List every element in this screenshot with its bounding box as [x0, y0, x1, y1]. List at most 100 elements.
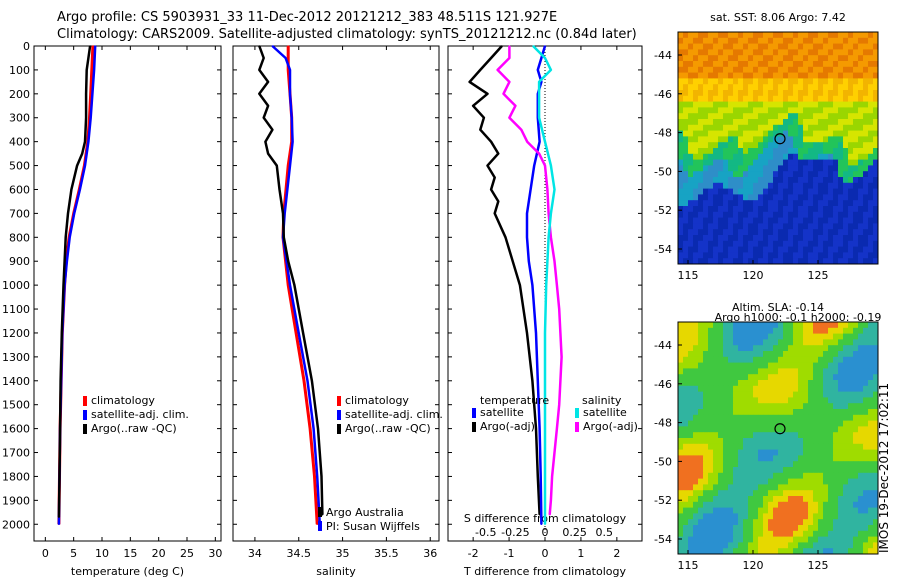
sst-map-cell	[748, 240, 754, 247]
sst-map-cell	[783, 252, 789, 259]
sst-map-cell	[843, 159, 849, 166]
sla-map-xtick-label: 125	[808, 559, 829, 572]
sst-map-cell	[708, 124, 714, 131]
sst-map-cell	[778, 90, 784, 97]
sst-map-cell	[793, 37, 799, 44]
sla-map-cell	[723, 449, 729, 456]
sla-map-cell	[788, 327, 794, 334]
sst-map-cell	[683, 171, 689, 178]
sst-map-cell	[718, 78, 724, 85]
sst-map-cell	[708, 142, 714, 149]
sst-map-cell	[713, 136, 719, 143]
dsal-legend-label: satellite	[583, 406, 627, 419]
sla-map-cell	[828, 490, 834, 497]
sst-map-cell	[783, 240, 789, 247]
sst-map-cell	[753, 72, 759, 79]
sst-map-cell	[868, 72, 874, 79]
sla-map-cell	[728, 397, 734, 404]
sla-map-cell	[813, 362, 819, 369]
sla-map-cell	[693, 530, 699, 537]
sst-map-cell	[748, 66, 754, 73]
sla-map-cell	[838, 472, 844, 479]
sla-map-cell	[793, 484, 799, 491]
depth-tick-label: 300	[9, 112, 30, 125]
sst-map-cell	[843, 229, 849, 236]
sla-map-cell	[798, 490, 804, 497]
series-point	[87, 57, 90, 59]
sst-map-cell	[798, 95, 804, 102]
sla-map-cell	[813, 443, 819, 450]
sst-map-cell	[823, 142, 829, 149]
sla-map-cell	[768, 414, 774, 421]
sst-map-cell	[758, 182, 764, 189]
sst-map-cell	[693, 95, 699, 102]
sst-map-cell	[773, 246, 779, 253]
sst-map-cell	[768, 61, 774, 68]
sla-map-cell	[813, 496, 819, 503]
sla-map-cell	[788, 484, 794, 491]
sst-map-cell	[783, 107, 789, 114]
sla-map-cell	[723, 461, 729, 468]
sla-map-cell	[758, 490, 764, 497]
sst-map-cell	[858, 136, 864, 143]
sla-map-cell	[743, 380, 749, 387]
sla-map-cell	[703, 385, 709, 392]
sla-map-cell	[748, 391, 754, 398]
sst-map-cell	[753, 200, 759, 207]
sst-map-cell	[798, 84, 804, 91]
sla-map-cell	[863, 478, 869, 485]
sst-map-cell	[813, 124, 819, 131]
sst-map-cell	[788, 148, 794, 155]
sst-map-cell	[753, 211, 759, 218]
sst-map-cell	[863, 66, 869, 73]
sst-map-cell	[778, 49, 784, 56]
sla-map-cell	[853, 461, 859, 468]
sla-map-cell	[683, 501, 689, 508]
sla-map-cell	[718, 496, 724, 503]
sla-map-cell	[793, 380, 799, 387]
sst-map-cell	[753, 252, 759, 259]
sla-map-cell	[708, 496, 714, 503]
sst-map-cell	[743, 258, 749, 265]
sst-map-cell	[733, 142, 739, 149]
sla-map-cell	[813, 380, 819, 387]
sla-map-cell	[723, 455, 729, 462]
sst-map-cell	[768, 211, 774, 218]
sst-map-cell	[678, 55, 684, 62]
sst-map-cell	[843, 235, 849, 242]
sla-map-cell	[853, 374, 859, 381]
series-point	[321, 513, 324, 516]
sla-map-cell	[843, 414, 849, 421]
sst-map-cell	[728, 165, 734, 172]
sst-map-cell	[753, 246, 759, 253]
sst-map-cell	[798, 37, 804, 44]
sst-map-cell	[738, 182, 744, 189]
sst-map-cell	[753, 240, 759, 247]
series-point	[560, 356, 563, 358]
sst-map-cell	[833, 124, 839, 131]
sla-map-cell	[693, 362, 699, 369]
sst-map-cell	[803, 148, 809, 155]
sst-map-cell	[703, 200, 709, 207]
sst-map-cell	[733, 55, 739, 62]
sla-map-cell	[773, 484, 779, 491]
sla-map-ytick-label: -54	[654, 533, 672, 546]
sst-map-cell	[803, 37, 809, 44]
sla-map-cell	[803, 449, 809, 456]
sla-map-cell	[843, 339, 849, 346]
sst-map-cell	[853, 32, 859, 39]
series-point	[490, 57, 492, 59]
sst-map-cell	[678, 165, 684, 172]
sst-map-cell	[843, 171, 849, 178]
temp-legend-swatch	[83, 410, 87, 420]
sla-map-cell	[798, 467, 804, 474]
sla-map-cell	[853, 472, 859, 479]
sst-map-cell	[828, 72, 834, 79]
sst-map-cell	[683, 72, 689, 79]
sst-map-cell	[733, 194, 739, 201]
sst-map-cell	[793, 101, 799, 108]
sst-map-cell	[853, 66, 859, 73]
sla-map-cell	[738, 333, 744, 340]
sla-map-cell	[818, 496, 824, 503]
sla-map-cell	[773, 530, 779, 537]
